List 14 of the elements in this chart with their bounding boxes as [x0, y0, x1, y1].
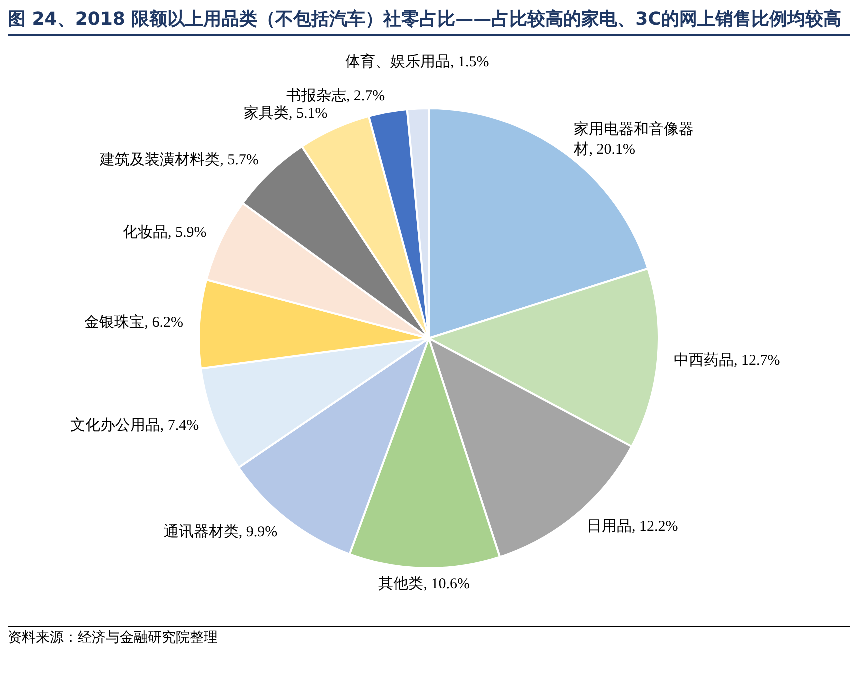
text: 资料来源：经济与金融研究院整理	[8, 626, 850, 647]
slice-label: 中西药品, 12.7%	[674, 352, 780, 369]
slice-label: 文化办公用品, 7.4%	[70, 417, 200, 434]
slice-label: 家用电器和音像器材, 20.1%	[573, 120, 694, 158]
slice-label: 体育、娱乐用品, 1.5%	[346, 54, 490, 71]
slice-label: 金银珠宝, 6.2%	[84, 314, 184, 331]
slice-label: 建筑及装潢材料类, 5.7%	[99, 152, 259, 169]
slice-label: 化妆品, 5.9%	[122, 224, 207, 241]
chart-title: 图 24、2018 限额以上用品类（不包括汽车）社零占比——占比较高的家电、3C的网上销售比例均较高	[8, 8, 850, 36]
slice-label: 书报杂志, 2.7%	[286, 87, 386, 104]
slice-label: 其他类, 10.6%	[378, 575, 470, 592]
slice-label: 日用品, 12.2%	[586, 518, 678, 535]
slice-label: 家具类, 5.1%	[244, 105, 328, 122]
slice-label: 通讯器材类, 9.9%	[164, 523, 278, 540]
